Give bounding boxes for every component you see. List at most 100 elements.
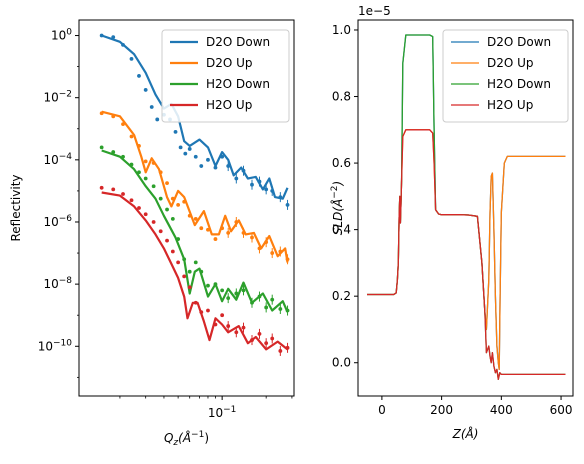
axes-frame xyxy=(78,19,295,397)
y-tick-label: 10−10 xyxy=(38,338,73,353)
legend-label: D2O Down xyxy=(487,35,551,49)
data-point xyxy=(220,288,225,293)
x-tick-label: 400 xyxy=(490,403,513,417)
series-h2o-up-profile xyxy=(367,129,566,381)
data-point xyxy=(170,216,175,221)
data-point xyxy=(206,283,210,288)
data-point xyxy=(226,296,231,301)
series-h2o-up-fit xyxy=(101,191,289,351)
reflectivity-plot: 100 10−2 10−4 10−6 10−8 10−10 10−1 Reflectivity… xyxy=(9,19,295,448)
legend-label: H2O Down xyxy=(206,77,270,91)
legend: D2O Down D2O Up H2O Down H2O Up xyxy=(442,29,569,123)
legend-label: H2O Up xyxy=(206,98,252,112)
data-point xyxy=(182,274,187,279)
data-point xyxy=(234,176,239,181)
data-point xyxy=(278,349,283,353)
data-point xyxy=(234,291,239,296)
legend-label: H2O Up xyxy=(487,98,533,112)
data-point xyxy=(264,305,269,310)
legend-label: D2O Up xyxy=(206,56,253,70)
data-point xyxy=(170,249,175,254)
series-d2o-down-fit xyxy=(101,34,289,200)
data-point xyxy=(111,187,116,192)
y-tick-label: 10−2 xyxy=(43,90,72,105)
data-point xyxy=(270,336,275,341)
data-point xyxy=(187,285,192,290)
data-point xyxy=(129,198,134,203)
data-point xyxy=(213,165,218,170)
series-d2o-up-fit xyxy=(101,110,289,263)
y-axis-label: Reflectivity xyxy=(9,174,23,241)
data-point xyxy=(165,238,169,243)
data-point xyxy=(199,226,204,231)
data-point xyxy=(143,212,148,217)
data-point xyxy=(234,330,239,335)
x-tick-label: 600 xyxy=(550,403,573,417)
data-point xyxy=(264,187,269,192)
data-point xyxy=(241,288,246,293)
data-point xyxy=(99,145,104,150)
data-point xyxy=(155,117,160,122)
data-point xyxy=(270,297,275,302)
data-point xyxy=(173,129,178,134)
data-point xyxy=(250,182,254,187)
y-axis-label: SLD(Å−2) xyxy=(330,181,345,235)
data-point xyxy=(158,196,163,201)
data-point xyxy=(158,229,163,234)
data-point xyxy=(213,237,218,241)
data-point xyxy=(151,220,156,224)
data-point xyxy=(129,134,134,139)
data-point xyxy=(250,235,254,240)
plot-area xyxy=(99,33,290,356)
legend-frame xyxy=(442,29,569,123)
x-tick-label: 0 xyxy=(378,403,386,417)
series-h2o-down-points xyxy=(99,145,290,316)
data-point xyxy=(241,325,246,330)
data-point xyxy=(278,307,283,311)
legend-label: D2O Down xyxy=(206,35,270,49)
x-axis-label: Z(Å) xyxy=(452,426,479,441)
legend-frame xyxy=(161,29,290,123)
data-point xyxy=(137,206,141,210)
data-point xyxy=(178,145,183,150)
data-point xyxy=(206,308,210,313)
data-point xyxy=(193,154,198,159)
data-point xyxy=(121,192,125,196)
data-point xyxy=(257,331,262,336)
data-point xyxy=(99,185,104,190)
y-tick-label: 0.0 xyxy=(332,356,351,370)
data-point xyxy=(149,105,154,109)
legend-label: D2O Up xyxy=(487,56,534,70)
y-tick-label: 0.4 xyxy=(332,223,351,237)
data-point xyxy=(151,184,156,189)
y-tick-label: 10−4 xyxy=(43,152,72,167)
data-point xyxy=(264,341,269,346)
data-point xyxy=(187,147,192,151)
data-point xyxy=(226,230,231,235)
series-h2o-up-points xyxy=(99,185,290,356)
data-point xyxy=(220,313,225,318)
y-offset-text: 1e−5 xyxy=(358,4,391,18)
y-tick-label: 10−6 xyxy=(43,214,72,229)
data-point xyxy=(285,202,290,207)
data-point xyxy=(270,251,275,255)
y-tick-label: 0.8 xyxy=(332,90,351,104)
x-axis-label: Qz(Å−1) xyxy=(164,430,209,448)
sld-plot: 0.0 0.2 0.4 0.6 0.8 1.0 0 200 400 600 1e−5 SLD(Å−2)… xyxy=(330,4,574,441)
data-point xyxy=(129,56,134,61)
data-point xyxy=(165,181,169,186)
data-point xyxy=(193,260,198,265)
legend: D2O Down D2O Up H2O Down H2O Up xyxy=(161,29,290,123)
axes-frame xyxy=(357,19,574,397)
y-tick-label: 1.0 xyxy=(332,23,351,37)
data-point xyxy=(143,176,148,181)
y-tick-label: 0.6 xyxy=(332,156,351,170)
series-d2o-up-profile xyxy=(367,129,566,371)
plot-area xyxy=(367,34,566,381)
data-point xyxy=(165,207,169,212)
x-tick-label: 200 xyxy=(430,403,453,417)
data-point xyxy=(183,151,188,156)
data-point xyxy=(143,88,148,92)
